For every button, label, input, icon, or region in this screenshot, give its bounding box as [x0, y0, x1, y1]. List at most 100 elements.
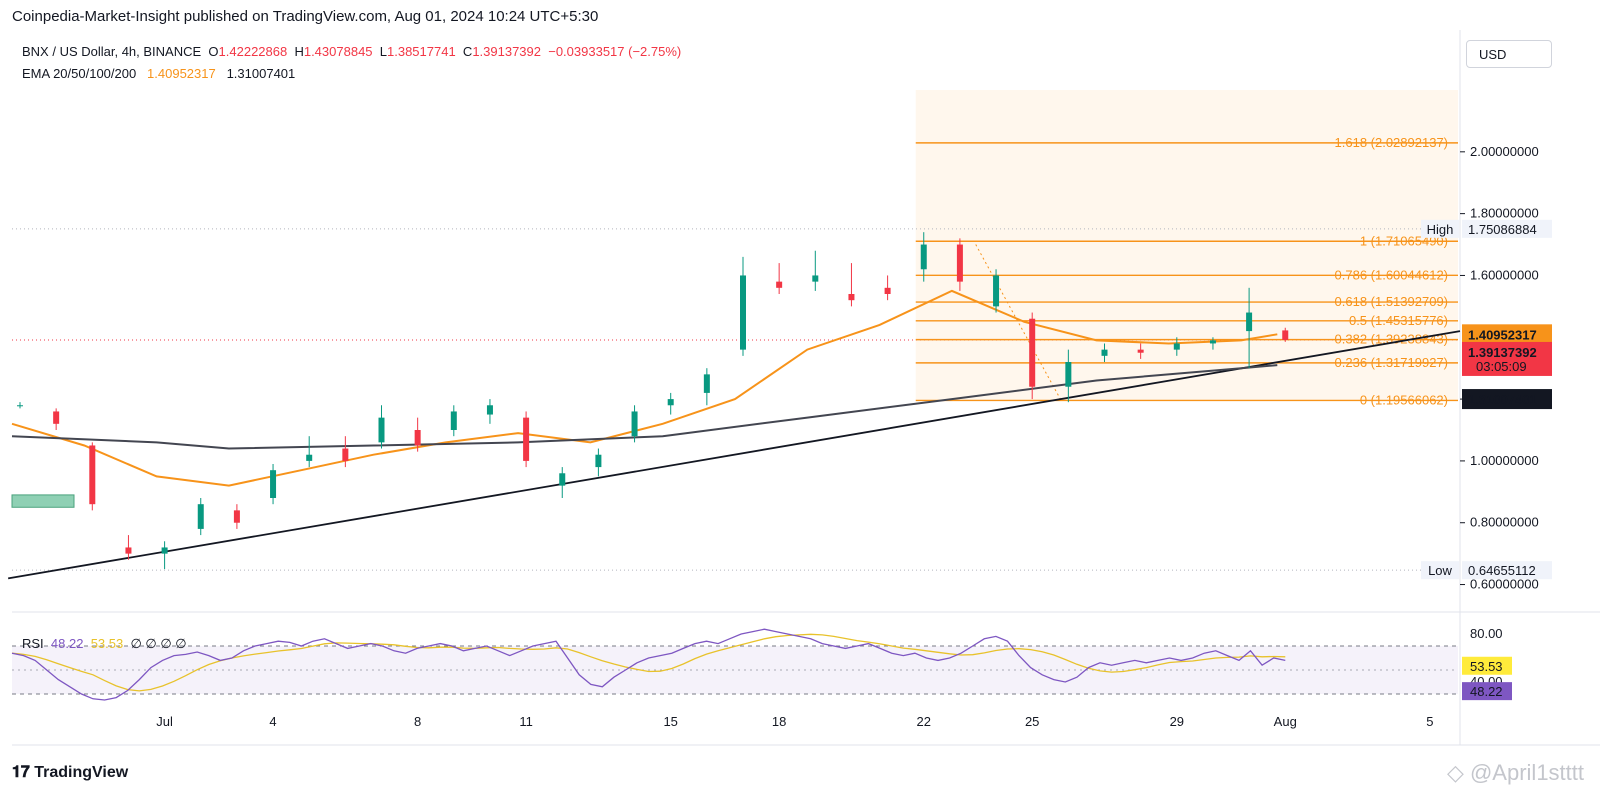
- time-label-4: 15: [663, 714, 677, 729]
- fib-label-5: 0.382 (1.39238843): [1335, 332, 1448, 347]
- price-tick-1: 1.80000000: [1470, 206, 1539, 221]
- ema-legend: EMA 20/50/100/200 1.40952317 1.31007401: [22, 66, 295, 81]
- ema-line-0: [11, 289, 1278, 487]
- price-tick-6: 0.60000000: [1470, 577, 1539, 592]
- rsi-label[interactable]: RSI: [22, 636, 44, 651]
- high-label-bg: [1421, 219, 1459, 238]
- close-value: 1.39137392: [472, 44, 541, 59]
- fib-zone: [915, 90, 1458, 401]
- ema-value-a: 1.40952317: [147, 66, 216, 81]
- candle-body-2: [89, 445, 96, 505]
- ema-label[interactable]: EMA 20/50/100/200: [22, 66, 137, 81]
- high-value-bg: [1462, 219, 1552, 238]
- high-label: High: [1427, 222, 1454, 237]
- candle-body-12: [450, 411, 457, 430]
- tradingview-logo[interactable]: 𝟏𝟕 TradingView: [12, 764, 129, 781]
- time-label-7: 25: [1025, 714, 1039, 729]
- candle-body-25: [920, 244, 927, 270]
- candle-body-13: [486, 405, 493, 415]
- rsi-ma-value: 53.53: [90, 636, 124, 651]
- candle-body-23: [848, 294, 855, 301]
- open-value: 1.42222868: [218, 44, 288, 59]
- candle-body-7: [270, 470, 277, 498]
- rsi-tick-0: 80.00: [1470, 626, 1503, 641]
- candle-body-3: [125, 547, 132, 554]
- last-price-tag: 1.39137392: [1468, 345, 1537, 360]
- change-value: −0.03933517 (−2.75%): [548, 44, 682, 59]
- candle-body-32: [1173, 343, 1180, 350]
- time-label-10: 5: [1426, 714, 1433, 729]
- ema200-tag: 1.31007401: [1468, 392, 1537, 407]
- rsi-extra: ∅ ∅ ∅ ∅: [130, 636, 187, 651]
- ema-price-tag-bg: [1462, 324, 1552, 345]
- fib-label-3: 0.618 (1.51392709): [1335, 294, 1448, 309]
- candle-body-31: [1137, 349, 1144, 353]
- candle-body-18: [667, 399, 674, 406]
- candle-body-4: [161, 547, 168, 554]
- time-label-6: 22: [917, 714, 931, 729]
- rsi-tag-bg: [1462, 682, 1512, 701]
- fib-label-2: 0.786 (1.60044612): [1335, 267, 1448, 282]
- ema-price-tag: 1.40952317: [1468, 327, 1537, 342]
- candle-body-8: [306, 454, 313, 461]
- time-label-0: Jul: [156, 714, 173, 729]
- low-label-bg: [1421, 561, 1459, 580]
- candle-body-21: [776, 281, 783, 288]
- publisher-line: Coinpedia-Market-Insight published on Tr…: [12, 8, 599, 25]
- time-label-2: 8: [414, 714, 421, 729]
- time-label-9: Aug: [1274, 714, 1297, 729]
- candle-body-33: [1209, 340, 1216, 344]
- ema200-tag-bg: [1462, 389, 1552, 410]
- candle-body-20: [740, 275, 746, 350]
- candle-body-34: [1246, 312, 1253, 332]
- candle-body-29: [1065, 362, 1072, 387]
- candle-body-10: [378, 417, 385, 443]
- rsi-legend: RSI 48.22 53.53 ∅ ∅ ∅ ∅: [22, 636, 187, 652]
- fib-label-0: 1.618 (2.02892137): [1335, 135, 1448, 150]
- demand-zone: [11, 494, 75, 508]
- rsi-ma-tag-bg: [1462, 656, 1512, 675]
- currency-button[interactable]: USD: [1466, 40, 1552, 68]
- ema-line-1: [11, 364, 1278, 450]
- candle-body-9: [342, 448, 349, 461]
- low-label: Low: [1428, 563, 1452, 578]
- candle-body-16: [595, 454, 602, 468]
- symbol-label[interactable]: BNX / US Dollar, 4h, BINANCE: [22, 44, 202, 59]
- low-label: L: [379, 44, 387, 59]
- candle-body-0: [17, 405, 23, 407]
- price-tick-2: 1.60000000: [1470, 267, 1539, 282]
- ohlc-legend: BNX / US Dollar, 4h, BINANCE O1.42222868…: [22, 44, 681, 59]
- rsi-value: 48.22: [50, 636, 84, 651]
- price-tick-0: 2.00000000: [1470, 144, 1539, 159]
- fib-label-7: 0 (1.19566062): [1360, 392, 1448, 407]
- candle-body-24: [884, 287, 891, 294]
- candle-body-1: [53, 411, 60, 424]
- countdown-tag: 03:05:09: [1476, 359, 1527, 374]
- time-label-8: 29: [1170, 714, 1184, 729]
- low-value: 1.38517741: [387, 44, 456, 59]
- candle-body-26: [956, 244, 963, 282]
- candle-body-19: [703, 374, 710, 393]
- rsi-tag: 48.22: [1470, 684, 1503, 699]
- time-label-1: 4: [269, 714, 276, 729]
- high-value: 1.43078845: [303, 44, 373, 59]
- ema-value-b: 1.31007401: [226, 66, 296, 81]
- low-value: 0.64655112: [1468, 563, 1536, 578]
- high-label: H: [294, 44, 304, 59]
- close-label: C: [462, 44, 473, 59]
- candle-body-35: [1282, 330, 1289, 340]
- high-value: 1.75086884: [1468, 222, 1537, 237]
- rsi-line: [11, 628, 1286, 701]
- rsi-ma-tag: 53.53: [1470, 659, 1503, 674]
- low-value-bg: [1462, 561, 1552, 580]
- last-price-tag-bg: [1462, 341, 1552, 376]
- candle-body-14: [523, 417, 530, 461]
- candle-body-22: [812, 275, 819, 282]
- support-trendline: [7, 330, 1461, 580]
- candle-body-6: [233, 510, 240, 523]
- candle-body-30: [1101, 349, 1108, 356]
- fib-label-4: 0.5 (1.45315776): [1349, 313, 1448, 328]
- candle-body-17: [631, 411, 638, 437]
- candle-body-5: [197, 504, 204, 529]
